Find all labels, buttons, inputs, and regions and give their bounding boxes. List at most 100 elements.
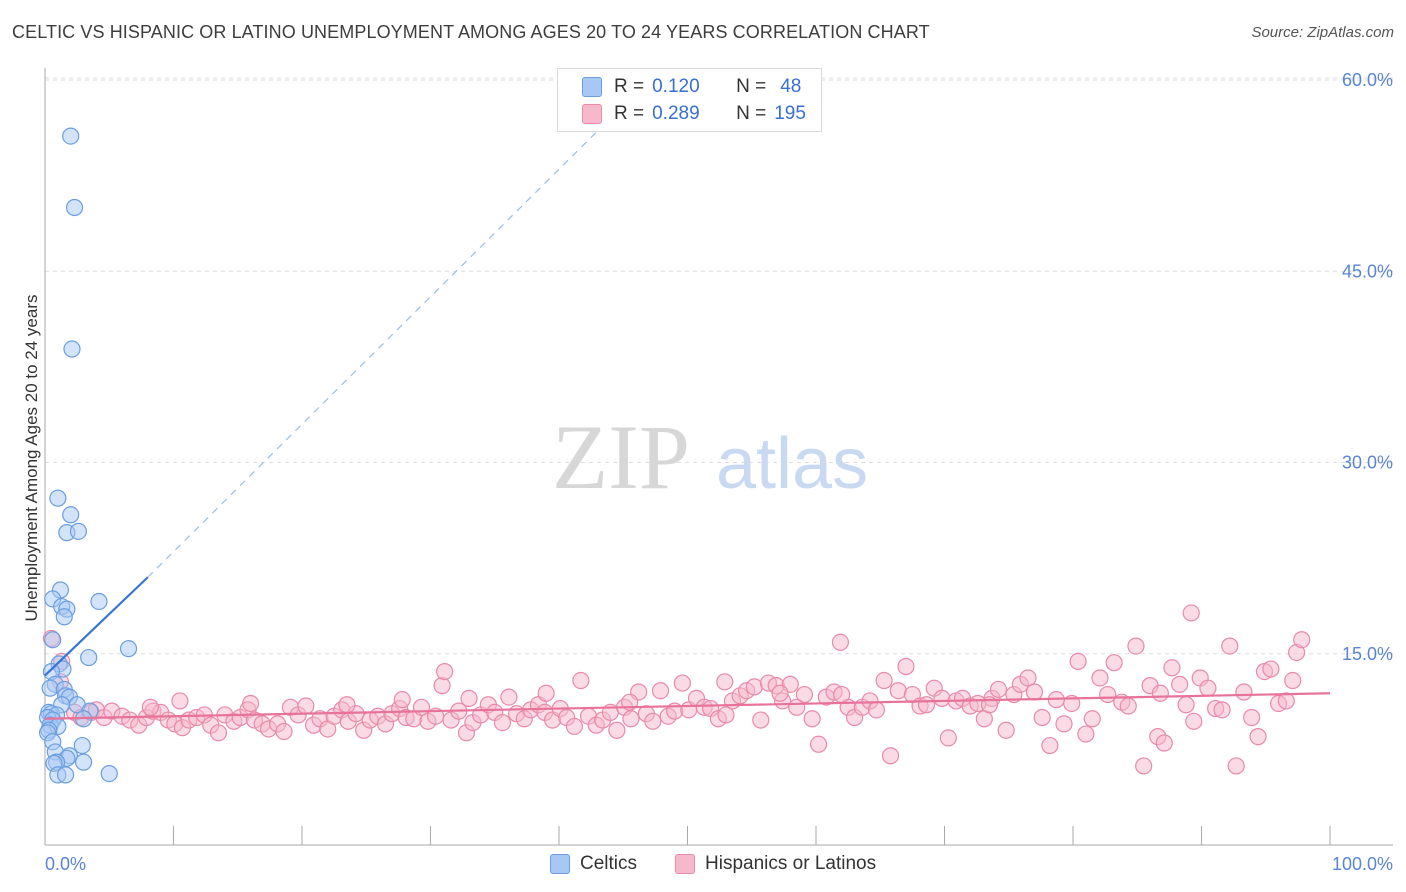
hispanic-point (1069, 652, 1087, 671)
hispanic-trend-line (44, 692, 1331, 720)
tick-labels: 15.0% 30.0% 45.0% 60.0% 0.0% 100.0% (45, 70, 1393, 874)
hispanic-point (795, 685, 814, 704)
legend-item-celtics[interactable]: Celtics (550, 850, 637, 878)
celtic-point (80, 648, 98, 667)
stats-box: R = 0.120 N = 48 R = 0.289 N = 195 (557, 68, 822, 132)
hispanic-legend-swatch (675, 854, 695, 874)
hispanic-point (933, 689, 951, 707)
hispanic-point (622, 710, 640, 728)
celtic-swatch (582, 77, 602, 97)
hispanic-point (537, 684, 555, 702)
hispanic-point (752, 711, 770, 729)
celtic-points (38, 127, 138, 784)
hispanic-point (917, 696, 936, 714)
hispanic-point (1105, 654, 1123, 672)
hispanic-point (1135, 757, 1153, 775)
hispanic-point (1163, 659, 1181, 677)
hispanic-point (275, 722, 293, 741)
celtic-point (62, 127, 80, 145)
legend-label-celtics: Celtics (580, 853, 638, 874)
r-label: R = (614, 103, 645, 124)
watermark-zip: ZIP (552, 406, 690, 508)
hispanic-point (867, 701, 885, 719)
hispanic-point (1171, 675, 1189, 693)
n-label: N = (736, 76, 767, 97)
hispanic-point (1249, 728, 1267, 746)
hispanic-point (1213, 701, 1231, 719)
celtic-point (65, 198, 84, 217)
hispanic-r-value: 0.289 (652, 103, 700, 124)
celtic-trend-extension (147, 79, 650, 578)
hispanic-point (297, 697, 315, 715)
hispanic-point (1033, 708, 1051, 727)
hispanic-point (989, 680, 1008, 699)
hispanic-point (1182, 604, 1200, 622)
hispanic-point (889, 682, 907, 700)
hispanic-point (500, 688, 518, 706)
grid-lines (45, 77, 1393, 655)
hispanic-point (1243, 708, 1261, 727)
celtic-r-value: 0.120 (652, 76, 700, 97)
y-tick-label: 60.0% (1342, 70, 1393, 90)
trend-lines (44, 79, 1331, 720)
legend-item-hispanics[interactable]: Hispanics or Latinos (675, 850, 876, 878)
celtic-point (62, 506, 80, 524)
hispanic-point (1293, 631, 1311, 649)
hispanic-point (141, 698, 159, 716)
hispanic-point (1119, 697, 1137, 715)
source-label: Source: ZipAtlas.com (1251, 24, 1394, 41)
hispanic-point (1083, 710, 1101, 728)
hispanic-point (460, 689, 478, 707)
hispanic-point (803, 710, 821, 728)
hispanic-point (939, 729, 957, 747)
r-label: R = (614, 76, 645, 97)
hispanic-point (771, 684, 789, 702)
stats-row-celtic: R = 0.120 N = 48 (582, 74, 801, 100)
hispanic-point (1177, 696, 1195, 714)
hispanic-point (881, 747, 900, 765)
hispanic-point (171, 692, 189, 710)
celtic-point (69, 522, 88, 540)
celtic-point (73, 736, 91, 755)
watermark-atlas: atlas (716, 424, 868, 504)
chart-title: CELTIC VS HISPANIC OR LATINO UNEMPLOYMEN… (12, 22, 930, 42)
y-tick-label: 30.0% (1342, 453, 1393, 473)
hispanic-point (809, 735, 828, 753)
x-tick-label: 0.0% (45, 854, 86, 874)
hispanic-point (1235, 683, 1253, 701)
hispanic-point (875, 671, 893, 690)
n-label: N = (736, 103, 767, 124)
hispanic-point (1155, 734, 1173, 752)
hispanic-point (745, 678, 763, 696)
celtic-trend-line (44, 576, 149, 677)
celtic-point (74, 753, 93, 771)
celtic-point (41, 679, 59, 697)
y-tick-label: 45.0% (1342, 261, 1393, 281)
hispanic-point (1055, 715, 1073, 733)
hispanic-point (1041, 736, 1059, 755)
hispanic-point (1277, 692, 1295, 710)
hispanic-point (997, 721, 1015, 739)
y-tick-label: 15.0% (1342, 644, 1393, 664)
legend-label-hispanics: Hispanics or Latinos (705, 853, 877, 874)
hispanic-point (1221, 637, 1239, 655)
celtic-legend-swatch (550, 854, 570, 874)
hispanic-point (436, 662, 454, 681)
celtic-point (63, 340, 81, 358)
hispanic-point (565, 717, 584, 736)
hispanic-point (1227, 757, 1245, 775)
hispanic-point (716, 673, 734, 691)
hispanic-point (833, 685, 851, 704)
hispanic-point (338, 696, 356, 714)
hispanic-point (393, 691, 411, 709)
hispanic-swatch (582, 104, 602, 124)
celtic-point (44, 631, 62, 649)
x-tick-label: 100.0% (1332, 854, 1393, 874)
celtic-point (90, 592, 108, 611)
hispanic-point (1091, 669, 1109, 687)
hispanic-point (1077, 725, 1095, 743)
hispanic-point (1284, 671, 1302, 690)
hispanic-point (1025, 683, 1044, 701)
hispanic-point (209, 724, 228, 742)
